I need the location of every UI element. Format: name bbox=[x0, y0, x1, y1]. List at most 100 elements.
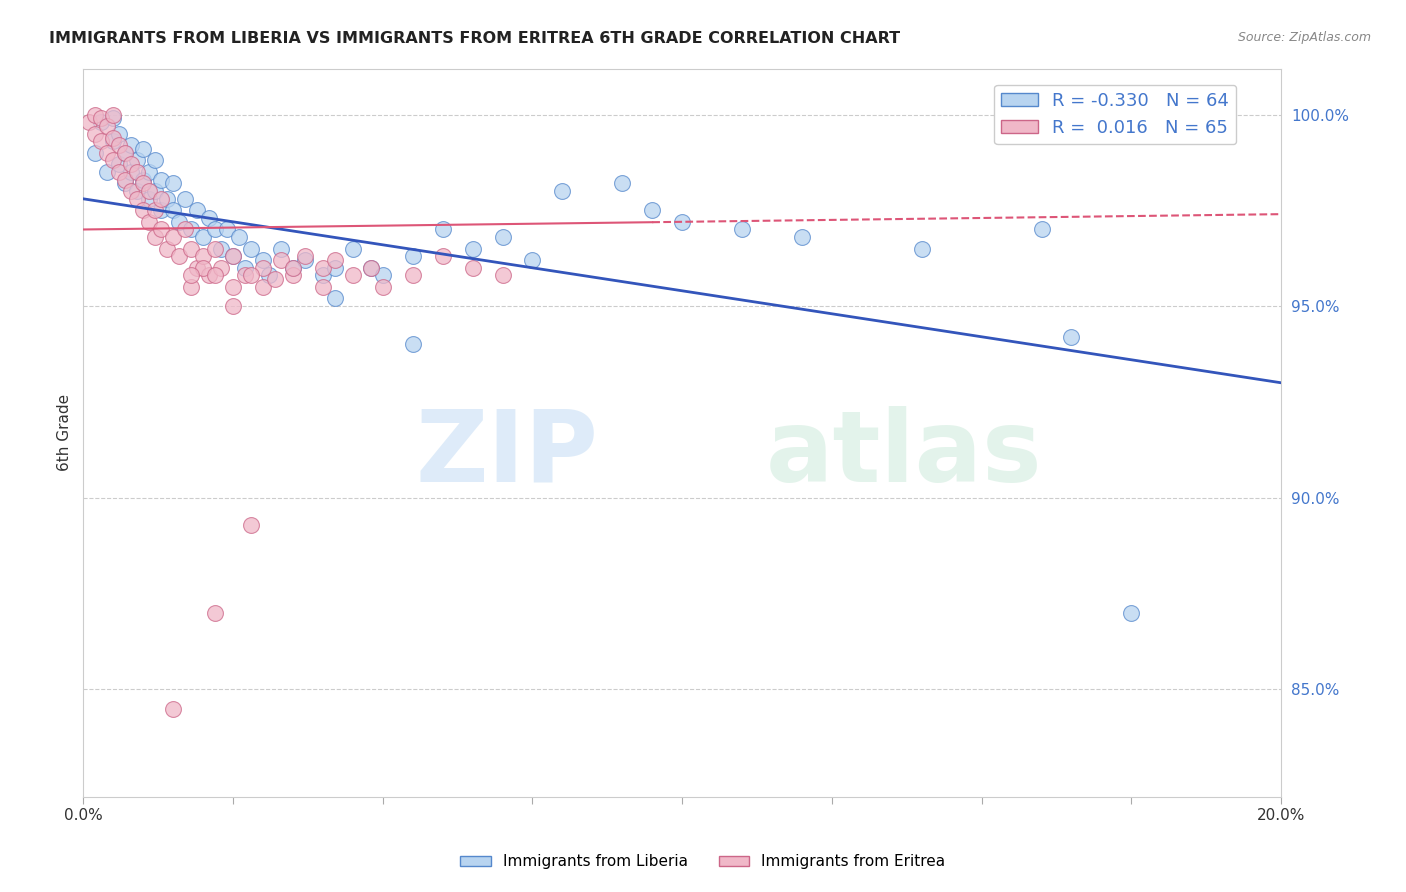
Point bbox=[252, 280, 274, 294]
Point bbox=[612, 177, 634, 191]
Point bbox=[252, 253, 274, 268]
Point bbox=[432, 222, 454, 236]
Point bbox=[180, 242, 202, 256]
Point bbox=[270, 253, 292, 268]
Point bbox=[461, 242, 484, 256]
Point bbox=[156, 192, 179, 206]
Point bbox=[371, 280, 394, 294]
Point bbox=[731, 222, 754, 236]
Point bbox=[222, 299, 245, 313]
Point bbox=[209, 260, 232, 275]
Point bbox=[96, 145, 118, 160]
Point bbox=[84, 145, 107, 160]
Point bbox=[911, 242, 934, 256]
Point bbox=[222, 280, 245, 294]
Point bbox=[1060, 330, 1083, 344]
Point bbox=[551, 184, 574, 198]
Point bbox=[114, 172, 136, 186]
Point bbox=[191, 249, 214, 263]
Point bbox=[491, 230, 513, 244]
Point bbox=[96, 165, 118, 179]
Legend: Immigrants from Liberia, Immigrants from Eritrea: Immigrants from Liberia, Immigrants from… bbox=[454, 848, 952, 875]
Point bbox=[108, 138, 131, 153]
Point bbox=[150, 172, 173, 186]
Point bbox=[191, 230, 214, 244]
Y-axis label: 6th Grade: 6th Grade bbox=[58, 394, 72, 471]
Point bbox=[180, 222, 202, 236]
Point bbox=[90, 112, 112, 126]
Point bbox=[114, 145, 136, 160]
Text: Source: ZipAtlas.com: Source: ZipAtlas.com bbox=[1237, 31, 1371, 45]
Point bbox=[671, 215, 693, 229]
Point bbox=[174, 222, 197, 236]
Point bbox=[461, 260, 484, 275]
Point bbox=[90, 115, 112, 129]
Point bbox=[402, 337, 425, 351]
Point bbox=[432, 249, 454, 263]
Point bbox=[114, 145, 136, 160]
Point bbox=[240, 242, 263, 256]
Point bbox=[162, 230, 184, 244]
Point bbox=[1121, 606, 1143, 620]
Point bbox=[522, 253, 544, 268]
Point bbox=[270, 242, 292, 256]
Point bbox=[108, 165, 131, 179]
Point bbox=[1031, 222, 1053, 236]
Point bbox=[132, 203, 155, 218]
Point bbox=[167, 215, 190, 229]
Point bbox=[127, 184, 149, 198]
Point bbox=[138, 215, 160, 229]
Point bbox=[294, 253, 316, 268]
Point bbox=[342, 242, 364, 256]
Point bbox=[120, 138, 142, 153]
Text: IMMIGRANTS FROM LIBERIA VS IMMIGRANTS FROM ERITREA 6TH GRADE CORRELATION CHART: IMMIGRANTS FROM LIBERIA VS IMMIGRANTS FR… bbox=[49, 31, 900, 46]
Point bbox=[240, 268, 263, 283]
Point bbox=[186, 260, 208, 275]
Point bbox=[360, 260, 382, 275]
Point bbox=[138, 192, 160, 206]
Point bbox=[222, 249, 245, 263]
Point bbox=[132, 177, 155, 191]
Point bbox=[222, 249, 245, 263]
Point bbox=[371, 268, 394, 283]
Point bbox=[342, 268, 364, 283]
Point bbox=[103, 130, 125, 145]
Point bbox=[127, 153, 149, 168]
Point bbox=[150, 222, 173, 236]
Point bbox=[204, 222, 226, 236]
Point bbox=[323, 260, 346, 275]
Point bbox=[103, 107, 125, 121]
Point bbox=[281, 268, 304, 283]
Point bbox=[143, 153, 166, 168]
Point bbox=[402, 268, 425, 283]
Point bbox=[294, 249, 316, 263]
Point bbox=[641, 203, 664, 218]
Point bbox=[323, 253, 346, 268]
Point bbox=[790, 230, 813, 244]
Point bbox=[186, 203, 208, 218]
Point bbox=[215, 222, 238, 236]
Point bbox=[402, 249, 425, 263]
Point bbox=[204, 268, 226, 283]
Point bbox=[281, 260, 304, 275]
Point bbox=[108, 127, 131, 141]
Point bbox=[132, 172, 155, 186]
Point bbox=[257, 268, 280, 283]
Point bbox=[312, 280, 335, 294]
Point bbox=[233, 268, 256, 283]
Point bbox=[103, 134, 125, 148]
Point bbox=[120, 165, 142, 179]
Point bbox=[143, 230, 166, 244]
Point bbox=[360, 260, 382, 275]
Point bbox=[233, 260, 256, 275]
Point bbox=[143, 184, 166, 198]
Point bbox=[312, 268, 335, 283]
Point bbox=[312, 260, 335, 275]
Point bbox=[323, 292, 346, 306]
Point bbox=[138, 184, 160, 198]
Point bbox=[228, 230, 250, 244]
Point bbox=[114, 177, 136, 191]
Point bbox=[127, 192, 149, 206]
Point bbox=[180, 280, 202, 294]
Point bbox=[191, 260, 214, 275]
